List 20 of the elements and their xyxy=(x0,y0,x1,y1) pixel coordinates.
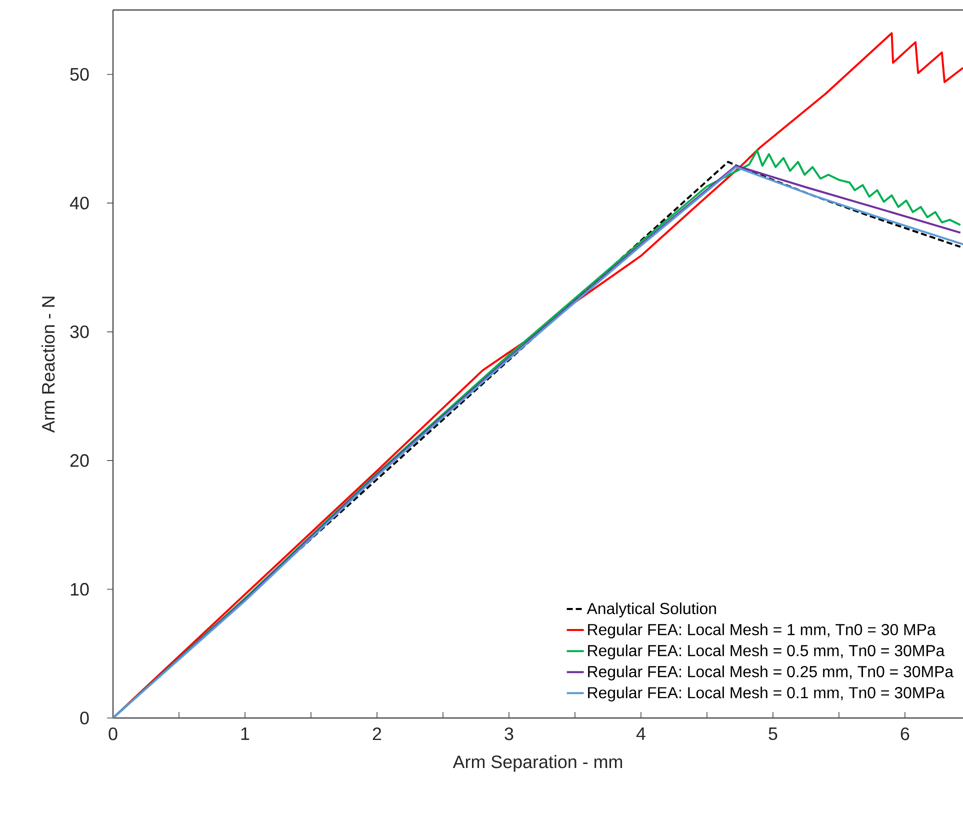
y-tick-label: 0 xyxy=(80,712,89,724)
legend-label: Regular FEA: Local Mesh = 0.1 mm, Tn0 = 30MPa xyxy=(588,686,945,702)
x-tick-label: 6 xyxy=(900,728,910,740)
y-tick-label: 40 xyxy=(70,196,89,210)
y-tick-label: 30 xyxy=(70,325,89,338)
x-tick-label: 4 xyxy=(636,728,646,740)
x-axis-title: Arm Separation - mm xyxy=(452,755,622,772)
y-axis-title: Arm Reaction - N xyxy=(42,296,55,433)
y-tick-label: 20 xyxy=(70,454,89,467)
x-tick-label: 1 xyxy=(241,728,250,740)
x-tick-label: 0 xyxy=(108,728,118,740)
y-tick-label: 50 xyxy=(70,68,89,81)
x-tick-label: 3 xyxy=(504,728,514,740)
legend-label: Regular FEA: Local Mesh = 0.25 mm, Tn0 = 30MPa xyxy=(588,666,954,680)
x-tick-label: 2 xyxy=(372,728,382,740)
x-tick-label: 5 xyxy=(768,728,778,740)
legend-label: Regular FEA: Local Mesh = 1 mm, Tn0 = 30 MPa xyxy=(588,624,936,638)
legend-label: Analytical Solution xyxy=(586,602,716,618)
y-tick-label: 10 xyxy=(70,582,89,596)
legend-label: Regular FEA: Local Mesh = 0.5 mm, Tn0 = 30MPa xyxy=(588,644,945,660)
